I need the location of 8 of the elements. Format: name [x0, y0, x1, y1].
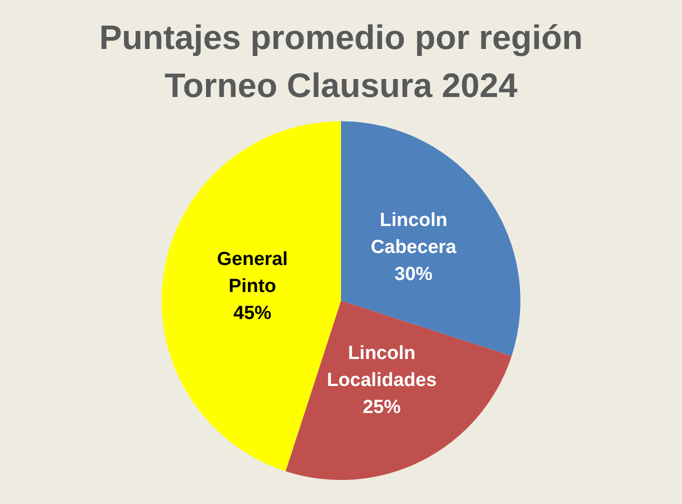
data-label: 30%	[394, 264, 433, 286]
data-label: 25%	[362, 396, 401, 418]
data-label: 45%	[233, 302, 272, 324]
slice-label: Lincoln Cabecera	[370, 210, 457, 258]
slice-label: Lincoln Localidades	[326, 342, 437, 391]
chart-subtitle: Torneo Clausura 2024	[164, 66, 518, 105]
chart-title: Puntajes promedio por región	[99, 19, 583, 58]
slice-label: General Pinto	[217, 248, 288, 297]
